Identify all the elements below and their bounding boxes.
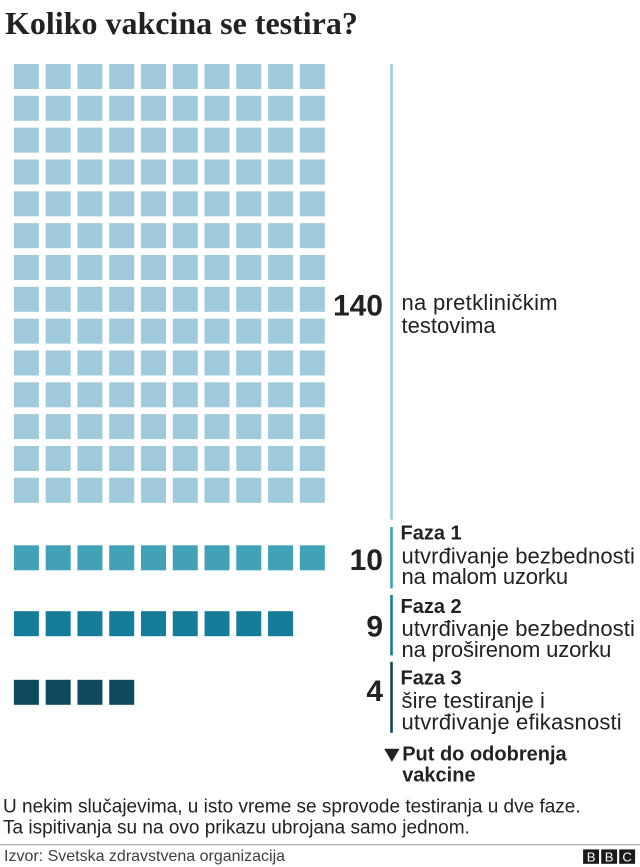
svg-text:na pretkliničkim: na pretkliničkim [402, 290, 558, 315]
svg-text:na malom uzorku: na malom uzorku [402, 564, 569, 589]
svg-text:B: B [605, 850, 614, 865]
svg-text:na proširenom uzorku: na proširenom uzorku [402, 637, 612, 662]
svg-text:4: 4 [366, 675, 383, 708]
svg-text:10: 10 [350, 544, 383, 577]
svg-text:Izvor: Svetska zdravstvena org: Izvor: Svetska zdravstvena organizacija [4, 848, 285, 865]
svg-text:testovima: testovima [402, 313, 497, 338]
svg-text:utvrđivanje bezbednosti: utvrđivanje bezbednosti [402, 616, 635, 641]
svg-text:Ta ispitivanja su na ovo prika: Ta ispitivanja su na ovo prikazu ubrojan… [3, 817, 470, 838]
svg-text:utvrđivanje efikasnosti: utvrđivanje efikasnosti [402, 709, 622, 734]
svg-text:šire testiranje i: šire testiranje i [402, 688, 546, 713]
svg-text:Faza 3: Faza 3 [401, 668, 462, 690]
svg-text:U nekim slučajevima, u isto vr: U nekim slučajevima, u isto vreme se spr… [3, 796, 581, 817]
svg-text:C: C [622, 850, 632, 865]
svg-text:utvrđivanje bezbednosti: utvrđivanje bezbednosti [402, 543, 635, 568]
svg-text:9: 9 [366, 611, 383, 644]
svg-text:Faza 1: Faza 1 [401, 523, 462, 545]
svg-text:Koliko vakcina se testira?: Koliko vakcina se testira? [5, 5, 358, 41]
svg-text:B: B [587, 850, 596, 865]
svg-text:vakcine: vakcine [402, 765, 475, 787]
svg-text:Faza 2: Faza 2 [401, 596, 462, 618]
svg-text:Put do odobrenja: Put do odobrenja [402, 744, 567, 766]
svg-text:140: 140 [333, 290, 383, 323]
